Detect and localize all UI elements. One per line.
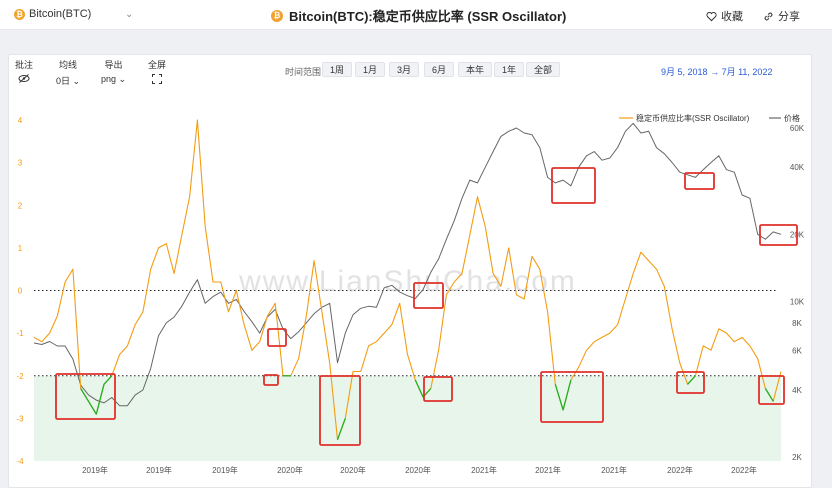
highlight-box-6 [540, 371, 604, 423]
favorite-button[interactable]: 收藏 [706, 8, 743, 24]
range-ytd-button[interactable]: 本年 [458, 62, 493, 77]
y-left-tick-5: -1 [16, 329, 24, 338]
y-left-tick-6: -2 [16, 372, 24, 381]
x-tick-3: 2020年 [277, 465, 303, 475]
x-tick-7: 2021年 [535, 465, 561, 475]
ssr-low-segment-5 [687, 375, 696, 385]
highlight-box-3 [319, 375, 361, 446]
export-select[interactable]: png ⌄ [101, 74, 127, 84]
y-right-tick-3: 10K [790, 297, 805, 306]
highlight-box-10 [758, 375, 785, 405]
highlight-box-1 [263, 374, 279, 386]
ma-tool[interactable]: 均线 0日 ⌄ [56, 58, 80, 87]
top-bar: ₿ Bitcoin(BTC) ⌄ ₿ Bitcoin(BTC):稳定币供应比率 … [0, 0, 832, 30]
link-icon [764, 12, 773, 20]
x-tick-2: 2019年 [212, 465, 238, 475]
highlight-box-11 [759, 224, 798, 246]
y-left-tick-4: 0 [18, 287, 23, 296]
share-button[interactable]: 分享 [763, 8, 800, 24]
x-tick-4: 2020年 [340, 465, 366, 475]
coin-selector[interactable]: ₿ Bitcoin(BTC) [14, 8, 91, 20]
date-from: 9月 5, 2018 [661, 67, 708, 77]
y-left-tick-3: 1 [18, 244, 23, 253]
price-line [33, 122, 782, 407]
x-tick-0: 2019年 [82, 465, 108, 475]
page-title: ₿ Bitcoin(BTC):稳定币供应比率 (SSR Oscillator) [271, 6, 566, 25]
range-3m-button[interactable]: 3月 [389, 62, 420, 77]
x-tick-5: 2020年 [405, 465, 431, 475]
y-right-tick-6: 4K [792, 386, 802, 395]
date-to: 7月 11, 2022 [721, 67, 773, 77]
x-tick-6: 2021年 [471, 465, 497, 475]
date-range[interactable]: 9月 5, 2018 → 7月 11, 2022 [661, 65, 772, 78]
highlight-box-5 [413, 282, 444, 309]
y-right-tick-0: 60K [790, 124, 805, 133]
y-left-tick-7: -3 [16, 414, 24, 423]
highlight-box-7 [551, 167, 596, 204]
range-1w-button[interactable]: 1周 [322, 62, 353, 77]
ssr-low-segment-2 [336, 418, 346, 440]
low-band [34, 375, 781, 461]
y-right-tick-1: 40K [790, 163, 805, 172]
highlight-box-9 [684, 172, 715, 190]
ssr-low-segment-6 [764, 388, 774, 402]
x-tick-8: 2021年 [601, 465, 627, 475]
date-arrow: → [710, 67, 720, 77]
heart-icon [706, 11, 717, 21]
highlight-box-8 [676, 371, 705, 394]
y-left-tick-0: 4 [18, 116, 23, 125]
y-left-tick-1: 3 [18, 159, 23, 168]
ssr-low-segment-4 [554, 379, 572, 411]
fullscreen-label: 全屏 [148, 60, 167, 70]
highlight-box-4 [423, 376, 453, 402]
y-right-tick-5: 6K [792, 347, 802, 356]
y-right-tick-4: 8K [792, 319, 802, 328]
highlight-box-2 [267, 328, 287, 347]
ssr-line [33, 119, 782, 441]
share-label: 分享 [778, 11, 800, 23]
ma-select[interactable]: 0日 ⌄ [56, 76, 81, 86]
coin-selector-label: Bitcoin(BTC) [29, 8, 92, 20]
ssr-low-segment-0 [80, 375, 113, 415]
time-range-label: 时间范围 [285, 67, 322, 77]
annotate-label: 批注 [15, 60, 34, 70]
x-tick-9: 2022年 [667, 465, 693, 475]
fullscreen-icon [152, 74, 162, 84]
y-right-tick-7: 2K [792, 453, 802, 462]
range-1y-button[interactable]: 1年 [494, 62, 525, 77]
annotate-tool[interactable]: 批注 [15, 58, 33, 83]
bitcoin-icon: ₿ [271, 9, 283, 22]
y-left-tick-2: 2 [18, 201, 23, 210]
page-title-text: Bitcoin(BTC):稳定币供应比率 (SSR Oscillator) [289, 9, 567, 24]
range-6m-button[interactable]: 6月 [424, 62, 455, 77]
x-tick-10: 2022年 [731, 465, 757, 475]
x-tick-1: 2019年 [146, 465, 172, 475]
eye-off-icon [18, 74, 30, 83]
range-all-button[interactable]: 全部 [526, 62, 561, 77]
export-tool[interactable]: 导出 png ⌄ [101, 58, 126, 85]
highlight-box-0 [55, 373, 116, 420]
chevron-down-icon[interactable]: ⌄ [125, 9, 134, 20]
ma-label: 均线 [59, 60, 78, 70]
range-1m-button[interactable]: 1月 [355, 62, 386, 77]
export-label: 导出 [104, 60, 123, 70]
legend-price-label: 价格 [784, 113, 800, 123]
favorite-label: 收藏 [721, 11, 743, 23]
fullscreen-tool[interactable]: 全屏 [148, 58, 166, 84]
watermark: www.LianShuCha.com [238, 265, 577, 298]
legend-ssr-label: 稳定币供应比率(SSR Oscillator) [636, 113, 750, 123]
y-left-tick-8: -4 [16, 457, 24, 466]
bitcoin-icon: ₿ [14, 8, 25, 20]
